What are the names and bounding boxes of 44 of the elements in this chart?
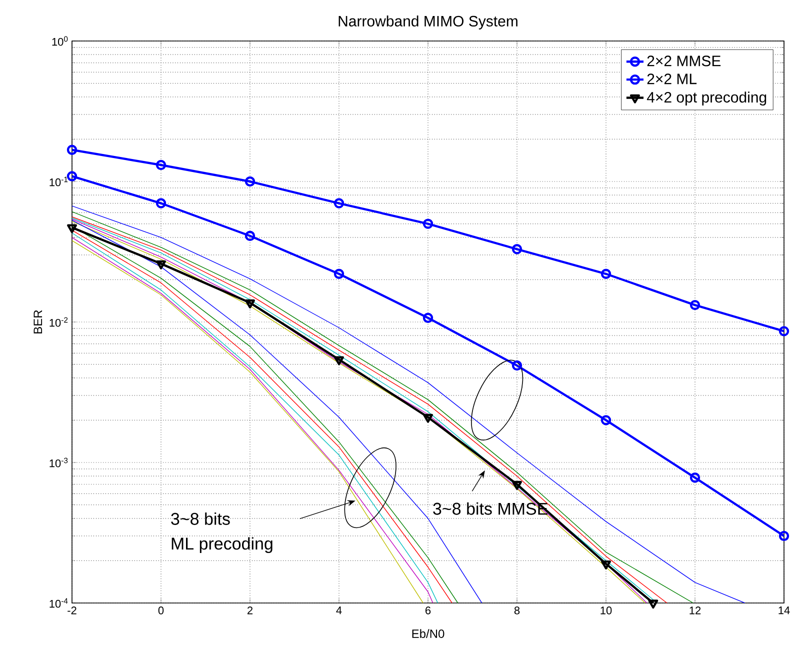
x-tick-label: 6	[426, 606, 431, 614]
legend-label: 2×2 ML	[647, 74, 697, 84]
x-tick-label: 4	[336, 606, 342, 614]
point	[156, 260, 166, 270]
point	[690, 300, 700, 310]
point	[512, 360, 522, 371]
point	[334, 198, 344, 208]
x-axis-title: Eb/N0	[412, 629, 444, 638]
point	[422, 312, 434, 323]
legend-label: 4×2 opt precoding	[646, 92, 766, 106]
point	[422, 218, 434, 229]
point	[648, 600, 658, 609]
annotation: ML precoding	[172, 537, 272, 554]
x-tick-label: 2	[247, 606, 253, 614]
chart-title: Narrowband MIMO System	[338, 15, 518, 30]
point	[512, 244, 522, 254]
point	[244, 230, 256, 241]
point	[512, 480, 522, 490]
point	[67, 224, 77, 234]
x-tick-label: 10	[600, 606, 612, 614]
point	[244, 176, 256, 187]
x-tick-label: -2	[68, 606, 76, 614]
y-tick-label: 10$^{-4}$	[50, 598, 68, 608]
point	[156, 160, 166, 170]
point	[600, 268, 612, 279]
y-axis-title: BER	[34, 310, 42, 334]
y-tick-label: 10$^{-1}$	[50, 176, 68, 186]
point	[423, 414, 433, 423]
point	[601, 560, 611, 570]
point	[334, 268, 344, 279]
y-tick-label: 10$^{-2}$	[50, 317, 68, 327]
x-tick-label: 8	[514, 606, 520, 614]
y-tick-label: 10$^{-3}$	[50, 458, 68, 468]
annotation: 3~8 bits	[171, 512, 230, 525]
point	[600, 415, 612, 426]
y-tick-label: 10$^{0}$	[52, 36, 68, 46]
x-tick-label: 14	[778, 606, 790, 614]
point	[245, 299, 255, 308]
x-tick-label: 12	[690, 606, 701, 614]
point	[334, 356, 344, 366]
point	[156, 198, 166, 208]
point	[690, 472, 700, 483]
x-tick-label: 0	[158, 606, 164, 614]
legend-label: 2×2 MMSE	[647, 56, 721, 66]
